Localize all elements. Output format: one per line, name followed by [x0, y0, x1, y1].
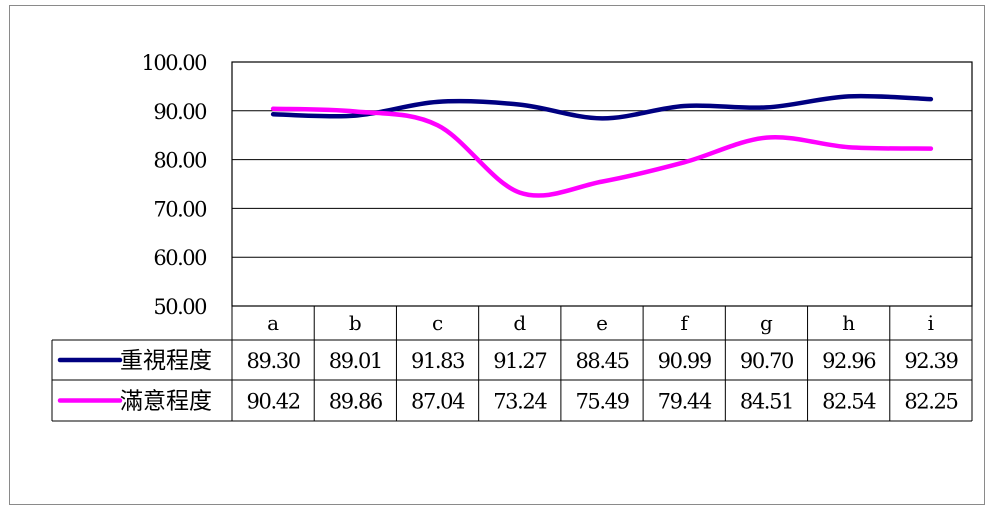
x-tick-label: f [681, 311, 690, 335]
legend-label: 重視程度 [120, 348, 212, 374]
data-table [51, 306, 973, 422]
y-axis-ticks: 100.00 90.00 80.00 70.00 60.00 50.00 [142, 51, 208, 319]
data-point [353, 114, 357, 118]
y-tick-label: 60.00 [153, 246, 206, 270]
y-tick-label: 80.00 [153, 149, 206, 173]
data-label: 79.44 [658, 390, 712, 414]
data-point [764, 136, 768, 140]
legend-label: 滿意程度 [120, 389, 212, 415]
gridlines [231, 61, 973, 307]
x-tick-label: e [596, 311, 608, 335]
data-point [929, 147, 933, 151]
data-label: 89.86 [329, 390, 383, 414]
data-point [518, 191, 522, 195]
data-point [353, 109, 357, 113]
plot-area [231, 61, 973, 307]
data-label: 73.24 [493, 390, 547, 414]
y-tick-label: 100.00 [142, 51, 207, 75]
data-label: 91.83 [411, 349, 464, 373]
data-label: 89.01 [329, 349, 382, 373]
data-label: 82.54 [822, 390, 876, 414]
data-label: 90.42 [247, 390, 300, 414]
data-label: 91.27 [493, 349, 546, 373]
line-chart: 100.00 90.00 80.00 70.00 60.00 50.00 a b c d e f g h… [51, 51, 973, 422]
data-point [271, 107, 275, 111]
x-tick-label: a [267, 311, 279, 335]
x-tick-label: c [432, 311, 443, 335]
series-line-1 [270, 93, 934, 121]
data-label: 84.51 [740, 390, 793, 414]
series-lines [270, 93, 934, 198]
data-label: 92.96 [822, 349, 876, 373]
series-line-2 [270, 106, 934, 198]
data-point [847, 145, 851, 149]
y-tick-label: 50.00 [153, 295, 206, 319]
x-tick-label: g [760, 311, 773, 335]
x-tick-label: b [349, 311, 362, 335]
data-table-text: a b c d e f g h i 重視程度 89.30 89.01 91.83 91.27 88.45 90… [57, 311, 959, 415]
data-label: 87.04 [411, 390, 465, 414]
data-point [682, 104, 686, 108]
data-point [600, 116, 604, 120]
data-point [436, 100, 440, 104]
data-label: 92.39 [904, 349, 957, 373]
x-tick-label: d [513, 311, 526, 335]
x-tick-label: h [842, 311, 855, 335]
y-tick-label: 90.00 [153, 100, 206, 124]
data-point [436, 123, 440, 127]
data-label: 90.99 [658, 349, 711, 373]
data-point [847, 94, 851, 98]
data-point [271, 112, 275, 116]
data-label: 88.45 [575, 349, 628, 373]
data-label: 89.30 [247, 349, 300, 373]
data-point [600, 180, 604, 184]
data-label: 75.49 [575, 390, 628, 414]
x-tick-label: i [928, 311, 934, 335]
y-tick-label: 70.00 [153, 197, 206, 221]
data-point [929, 97, 933, 101]
data-point [518, 103, 522, 107]
chart-frame [9, 5, 985, 505]
data-point [682, 160, 686, 164]
data-point [764, 105, 768, 109]
data-label: 82.25 [904, 390, 957, 414]
data-label: 90.70 [740, 349, 793, 373]
